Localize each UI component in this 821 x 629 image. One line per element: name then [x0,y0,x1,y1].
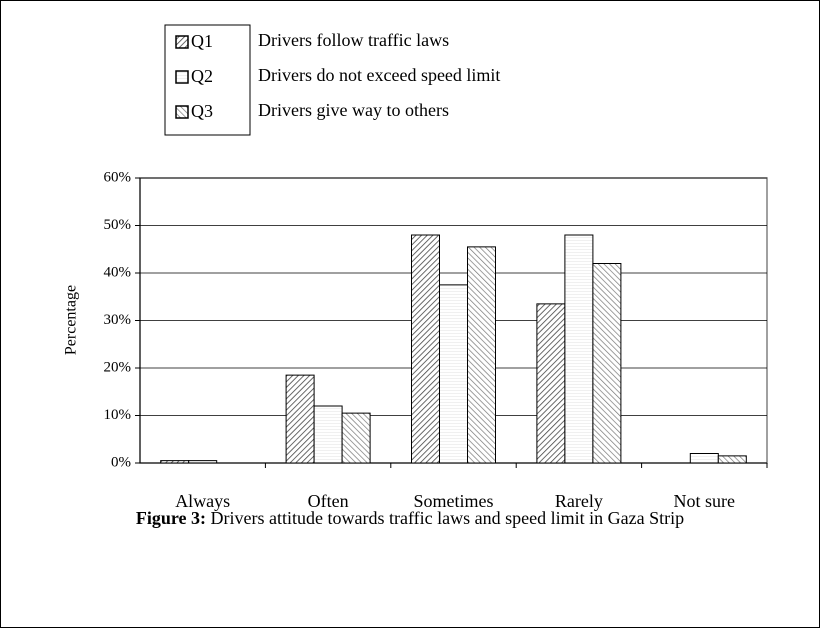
legend-description: Drivers give way to others [258,100,449,120]
legend-description: Drivers do not exceed speed limit [258,65,500,85]
caption-label: Figure 3: [135,508,207,528]
bar [439,284,468,464]
legend-label: Q2 [191,66,213,86]
bar [689,453,719,464]
bar [160,460,190,464]
legend-description: Drivers follow traffic laws [258,30,449,50]
legend-label: Q1 [191,31,213,51]
x-tick-label: Often [308,491,349,511]
bar [467,246,496,464]
y-tick-label: 30% [104,312,132,328]
y-axis-label: Percentage [63,285,80,355]
y-tick-label: 60% [104,169,132,185]
legend-swatch [175,105,189,119]
legend-swatch [175,70,189,84]
caption-text: Drivers attitude towards traffic laws an… [210,508,685,528]
bar [411,234,440,464]
bar [717,455,747,464]
y-tick-label: 0% [111,454,131,470]
x-tick-label: Always [175,491,230,511]
x-tick-label: Sometimes [414,491,494,511]
x-tick-label: Rarely [555,491,603,511]
bar [592,263,622,464]
bar [341,412,371,464]
bar [536,303,566,464]
bar [564,234,594,464]
legend-label: Q3 [191,101,213,121]
bar [313,405,343,464]
legend-swatch [175,35,189,49]
bar [188,460,218,464]
caption: Figure 3: Drivers attitude towards traff… [120,503,700,533]
y-tick-label: 20% [104,359,132,375]
y-tick-label: 40% [104,264,132,280]
y-tick-label: 10% [104,407,132,423]
x-tick-label: Not sure [674,491,736,511]
y-tick-label: 50% [104,217,132,233]
bar [285,374,315,464]
